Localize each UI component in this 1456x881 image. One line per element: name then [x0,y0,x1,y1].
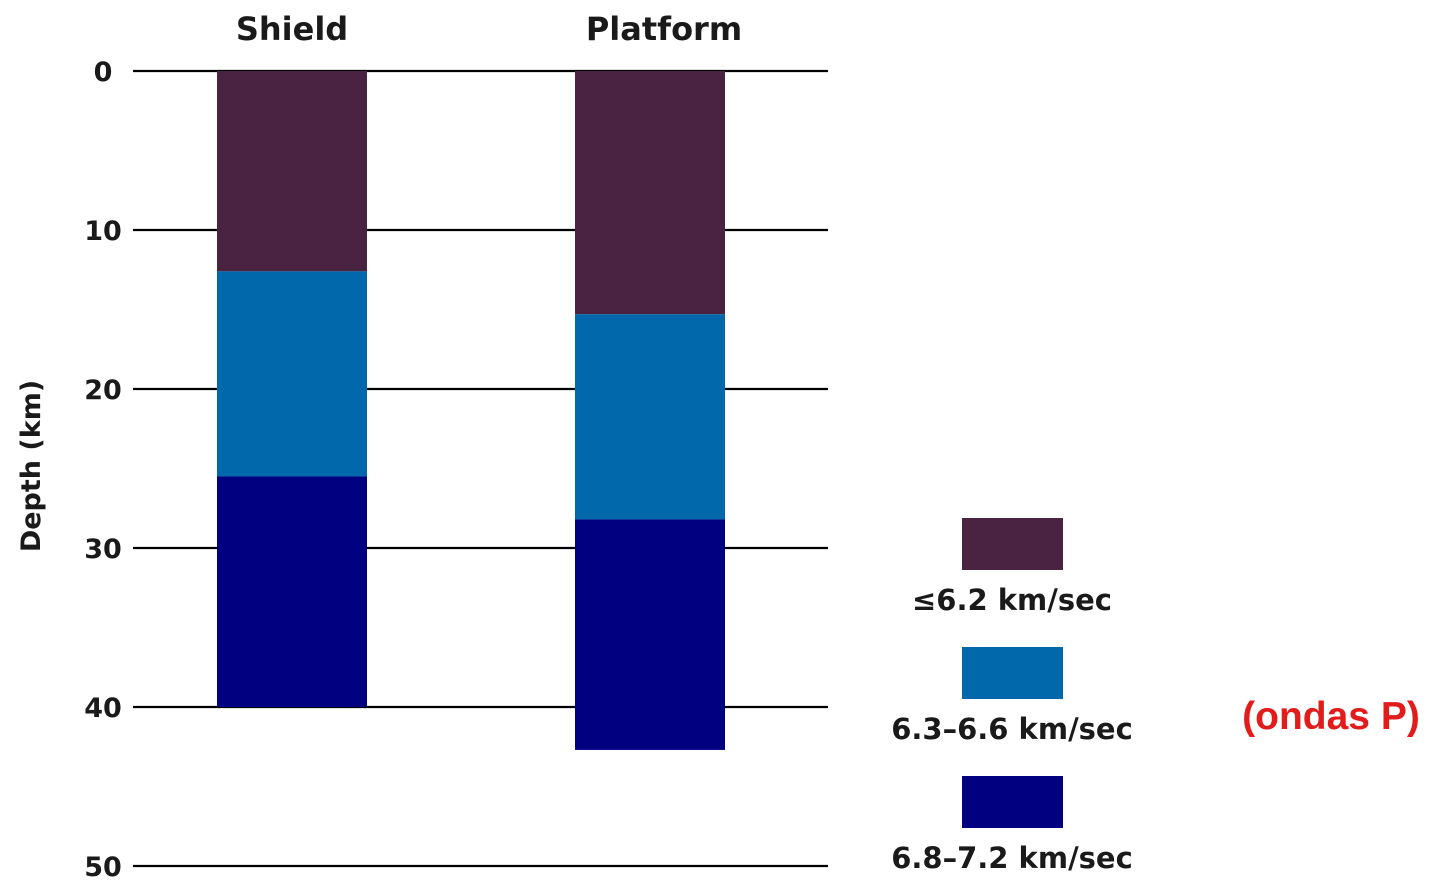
legend-label-1: ≤6.2 km/sec [912,583,1112,617]
y-tick-label: 50 [84,852,122,881]
bar-shield-layer-3 [217,476,367,707]
bar-platform-layer-3 [575,519,725,750]
y-tick-label: 20 [84,375,122,406]
annotation-text: (ondas P) [1242,695,1420,738]
legend-swatch-3 [962,776,1063,828]
bar-platform-layer-2 [575,314,725,520]
y-tick-label: 40 [84,693,122,724]
bar-shield-layer-1 [217,71,367,272]
y-axis-title: Depth (km) [16,380,47,552]
legend-label-2: 6.3–6.6 km/sec [891,712,1133,746]
y-tick-label: 0 [94,57,113,88]
y-tick-label: 10 [84,216,122,247]
legend-swatch-1 [962,518,1063,570]
legend-label-3: 6.8–7.2 km/sec [891,841,1133,875]
column-title-shield: Shield [236,10,348,48]
y-tick-label: 30 [84,534,122,565]
column-title-platform: Platform [586,10,742,48]
bar-platform-layer-1 [575,71,725,315]
legend-swatch-2 [962,647,1063,699]
bar-shield-layer-2 [217,271,367,477]
